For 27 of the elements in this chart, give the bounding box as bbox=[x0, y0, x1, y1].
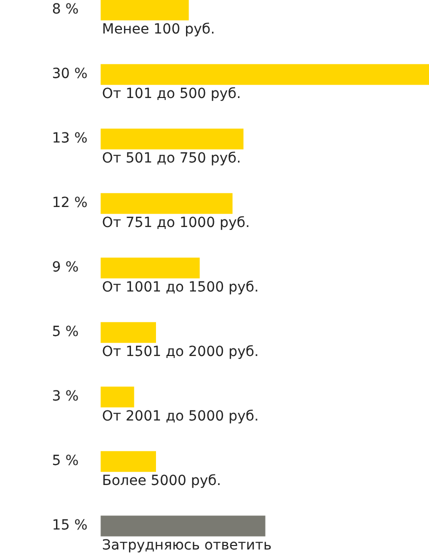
data-label: 12 % bbox=[52, 195, 88, 212]
y-tick-label: От 2001 до 5000 руб. bbox=[102, 408, 259, 425]
y-tick-label: Более 5000 руб. bbox=[102, 473, 222, 490]
data-label: 15 % bbox=[52, 518, 88, 534]
bar bbox=[100, 128, 244, 150]
data-label: 30 % bbox=[52, 66, 88, 82]
y-tick-label: От 1501 до 2000 руб. bbox=[102, 344, 259, 360]
data-label: 3 % bbox=[52, 388, 79, 405]
data-label: 8 % bbox=[52, 2, 79, 18]
data-label: 9 % bbox=[52, 260, 79, 276]
y-tick-label: От 751 до 1000 руб. bbox=[102, 215, 250, 232]
data-label: 13 % bbox=[52, 130, 88, 147]
y-tick-label: От 1001 до 1500 руб. bbox=[102, 280, 259, 296]
bar bbox=[100, 64, 429, 85]
y-tick-label: От 101 до 500 руб. bbox=[102, 86, 241, 102]
y-tick-label: Затрудняюсь ответить bbox=[102, 538, 272, 554]
bar bbox=[100, 0, 189, 20]
y-tick-label: Менее 100 руб. bbox=[102, 22, 215, 38]
data-label: 5 % bbox=[52, 453, 79, 470]
bar bbox=[100, 451, 156, 472]
bar bbox=[100, 386, 134, 408]
bar bbox=[100, 516, 266, 536]
bar bbox=[100, 193, 233, 214]
bar bbox=[100, 322, 156, 343]
y-tick-label: От 501 до 750 руб. bbox=[102, 150, 241, 167]
bar bbox=[100, 258, 200, 278]
data-label: 5 % bbox=[52, 324, 79, 340]
